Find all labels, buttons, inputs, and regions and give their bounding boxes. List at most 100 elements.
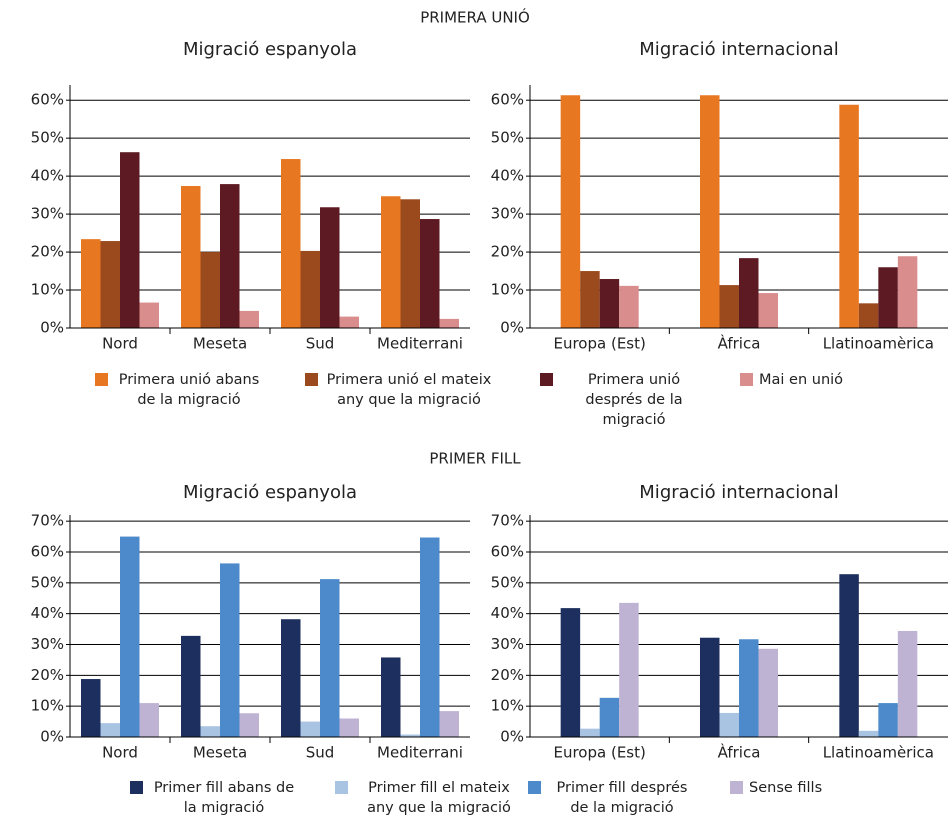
- legend-item: Primer fill el mateix any que la migraci…: [335, 778, 524, 818]
- y-tick-label: 20%: [491, 243, 524, 261]
- bar: [81, 679, 101, 737]
- y-tick-label: 10%: [31, 281, 64, 299]
- x-tick-label: Nord: [102, 335, 138, 353]
- y-tick-label: 20%: [31, 243, 64, 261]
- legend-label: Sense fills: [749, 780, 823, 796]
- bar: [719, 712, 739, 737]
- chart-title: Migració espanyola: [183, 482, 357, 503]
- legend-swatch: [528, 781, 541, 794]
- y-tick-label: 40%: [491, 167, 524, 185]
- bar: [181, 635, 201, 737]
- bar: [300, 721, 320, 737]
- bar: [320, 579, 340, 737]
- y-tick-label: 0%: [500, 319, 524, 337]
- bar: [758, 648, 778, 737]
- bar: [100, 241, 120, 328]
- section-title: PRIMER FILL: [429, 450, 521, 468]
- x-tick-label: Sud: [306, 744, 335, 762]
- y-tick-label: 50%: [31, 129, 64, 147]
- bar: [120, 536, 140, 737]
- x-tick-label: Mediterrani: [377, 335, 463, 353]
- bar: [700, 637, 720, 737]
- y-tick-label: 10%: [491, 697, 524, 715]
- y-tick-label: 60%: [491, 543, 524, 561]
- y-tick-label: 30%: [491, 635, 524, 653]
- x-tick-label: Àfrica: [718, 743, 761, 762]
- bar: [239, 310, 259, 328]
- legend-swatch: [130, 781, 143, 794]
- bar: [858, 730, 879, 737]
- legend-item: Primer fill després de la migració: [528, 778, 697, 818]
- y-tick-label: 40%: [491, 604, 524, 622]
- x-tick-label: Nord: [102, 744, 138, 762]
- y-tick-label: 0%: [40, 728, 64, 746]
- legend-label: Primer fill abans de la migració: [153, 780, 295, 816]
- bar: [439, 318, 459, 328]
- y-tick-label: 60%: [31, 543, 64, 561]
- y-tick-label: 0%: [40, 319, 64, 337]
- chart-title: Migració espanyola: [183, 39, 357, 60]
- y-tick-label: 50%: [491, 129, 524, 147]
- bar: [420, 537, 440, 737]
- bar: [139, 703, 159, 737]
- bar: [758, 293, 778, 328]
- bar: [839, 104, 859, 329]
- legend-label: Primera unió abans de la migració: [118, 372, 260, 408]
- legend-item: Primera unió després de la migració: [540, 370, 709, 430]
- bar: [220, 563, 240, 737]
- bar: [580, 271, 600, 328]
- chart-title: Migració internacional: [639, 39, 838, 60]
- bar: [878, 703, 898, 737]
- legend-item: Sense fills: [730, 778, 822, 798]
- y-tick-label: 60%: [31, 91, 64, 109]
- bar: [739, 258, 759, 328]
- y-tick-label: 50%: [491, 573, 524, 591]
- legend-swatch: [305, 373, 318, 386]
- bar: [181, 185, 201, 328]
- x-tick-label: Àfrica: [718, 334, 761, 353]
- x-tick-label: Meseta: [193, 744, 247, 762]
- legend-item: Mai en unió: [740, 370, 843, 390]
- legend-swatch: [730, 781, 743, 794]
- bar: [580, 728, 600, 737]
- y-tick-label: 10%: [491, 281, 524, 299]
- bar: [619, 602, 639, 737]
- y-tick-label: 30%: [31, 635, 64, 653]
- legend-item: Primer fill abans de la migració: [130, 778, 299, 818]
- y-tick-label: 40%: [31, 167, 64, 185]
- bar: [897, 630, 918, 737]
- x-tick-label: Europa (Est): [553, 744, 645, 762]
- bar: [400, 199, 420, 328]
- y-tick-label: 70%: [491, 512, 524, 530]
- y-tick-label: 50%: [31, 573, 64, 591]
- bar: [599, 697, 620, 737]
- bar: [439, 711, 459, 737]
- y-tick-label: 40%: [31, 604, 64, 622]
- bar: [81, 239, 101, 328]
- y-tick-label: 30%: [31, 205, 64, 223]
- bar: [120, 152, 140, 328]
- section-title: PRIMERA UNIÓ: [420, 8, 530, 27]
- legend-label: Primer fill el mateix any que la migraci…: [367, 780, 511, 816]
- y-tick-label: 20%: [491, 666, 524, 684]
- bar: [200, 726, 220, 737]
- y-tick-label: 70%: [31, 512, 64, 530]
- bar: [858, 303, 879, 328]
- legend-swatch: [740, 373, 753, 386]
- bar: [878, 267, 898, 328]
- bar: [300, 250, 320, 328]
- chart-title: Migració internacional: [639, 482, 838, 503]
- y-tick-label: 60%: [491, 91, 524, 109]
- legend-item: Primera unió abans de la migració: [95, 370, 264, 410]
- y-tick-label: 10%: [31, 697, 64, 715]
- bar: [139, 302, 159, 328]
- legend-swatch: [540, 373, 553, 386]
- legend-label: Primera unió després de la migració: [585, 372, 683, 428]
- x-tick-label: Sud: [306, 335, 335, 353]
- bar: [339, 316, 359, 328]
- legend-swatch: [335, 781, 348, 794]
- legend-swatch: [95, 373, 108, 386]
- x-tick-label: Europa (Est): [553, 335, 645, 353]
